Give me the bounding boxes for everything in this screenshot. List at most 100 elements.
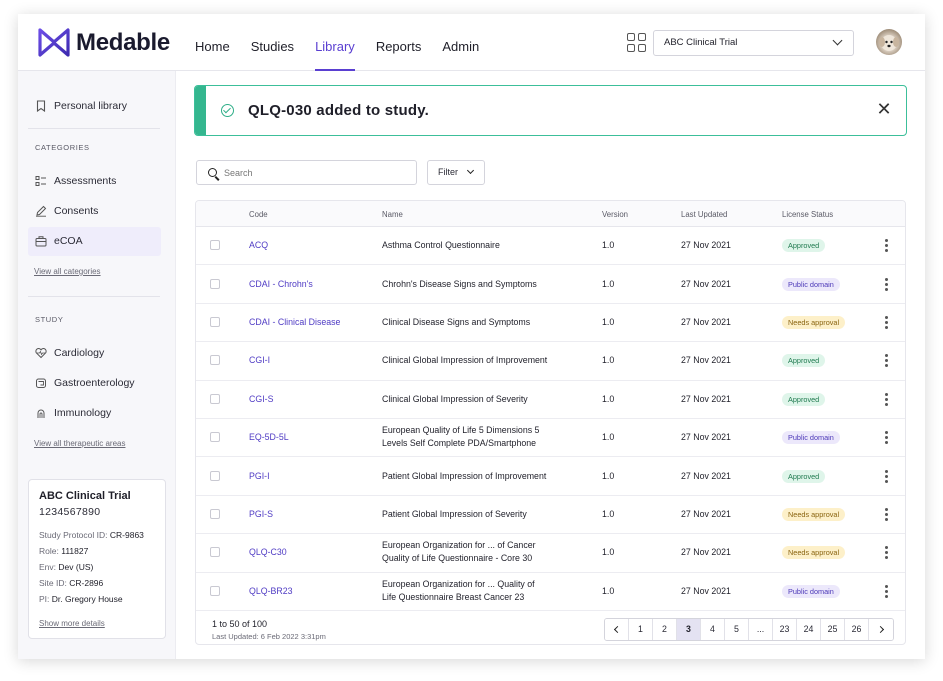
nav-home[interactable]: Home — [195, 39, 230, 54]
close-icon[interactable]: ✕ — [876, 99, 892, 119]
row-checkbox[interactable] — [210, 470, 220, 481]
row-checkbox[interactable] — [210, 547, 220, 558]
row-checkbox[interactable] — [210, 393, 220, 404]
more-options-icon[interactable] — [883, 546, 889, 560]
row-name-line: European Organization for ... of Cancer — [382, 540, 536, 551]
sidebar-item-label: Cardiology — [54, 347, 105, 359]
table-row[interactable]: CGI-S Clinical Global Impression of Sever… — [196, 381, 905, 419]
row-code-link[interactable]: QLQ-BR23 — [249, 585, 293, 596]
next-page-button[interactable] — [869, 619, 893, 640]
page-button[interactable]: 25 — [821, 619, 845, 640]
prev-page-button[interactable] — [605, 619, 629, 640]
row-code-link[interactable]: ACQ — [249, 240, 269, 251]
chevron-down-icon — [832, 35, 843, 46]
page-button[interactable]: 26 — [845, 619, 869, 640]
row-code-link[interactable]: CGI-S — [249, 393, 274, 404]
more-options-icon[interactable] — [883, 469, 889, 484]
page-button[interactable]: 2 — [653, 619, 677, 640]
main-nav: Home Studies Library Reports Admin — [195, 14, 500, 71]
view-all-categories-link[interactable]: View all categories — [34, 267, 101, 276]
header-code[interactable]: Code — [249, 210, 268, 219]
row-checkbox[interactable] — [210, 508, 220, 519]
page-button[interactable]: 24 — [797, 619, 821, 640]
status-badge: Public domain — [782, 277, 840, 291]
sidebar-item-personal-library[interactable]: Personal library — [35, 100, 127, 112]
table-row[interactable]: CDAI - Clinical Disease Clinical Disease … — [196, 304, 905, 343]
sidebar-item-ecoa[interactable]: eCOA — [35, 235, 83, 247]
header-version[interactable]: Version — [602, 210, 629, 219]
row-code-link[interactable]: CGI-I — [249, 355, 271, 366]
table-row[interactable]: PGI-I Patient Global Impression of Improv… — [196, 457, 905, 496]
table-row[interactable]: CGI-I Clinical Global Impression of Impro… — [196, 342, 905, 381]
row-last-updated: 27 Nov 2021 — [681, 585, 731, 596]
study-selector[interactable]: ABC Clinical Trial — [653, 30, 854, 56]
row-version: 1.0 — [602, 432, 615, 443]
page-button[interactable]: 4 — [701, 619, 725, 640]
toast-message: QLQ-030 added to study. — [248, 102, 430, 119]
study-selector-value: ABC Clinical Trial — [664, 37, 738, 48]
medable-logo-icon — [38, 28, 70, 57]
more-options-icon[interactable] — [883, 507, 889, 522]
row-code-link[interactable]: PGI-I — [249, 470, 270, 481]
nav-admin[interactable]: Admin — [442, 39, 480, 54]
status-badge: Needs approval — [782, 315, 846, 329]
row-name-line: Levels Self Complete PDA/Smartphone — [382, 438, 537, 449]
bookmark-icon — [36, 100, 46, 112]
more-options-icon[interactable] — [883, 392, 889, 407]
row-code-link[interactable]: QLQ-C30 — [249, 547, 287, 558]
more-options-icon[interactable] — [883, 584, 889, 599]
table-row[interactable]: CDAI - Chrohn's Chrohn's Disease Signs an… — [196, 265, 905, 304]
sidebar-item-gastroenterology[interactable]: Gastroenterology — [35, 377, 135, 389]
nav-reports[interactable]: Reports — [375, 39, 422, 54]
page-button[interactable]: 3 — [677, 619, 701, 640]
row-name-line: Life Questionnaire Breast Cancer 23 — [382, 591, 525, 602]
sidebar-item-immunology[interactable]: Immunology — [35, 407, 111, 419]
row-code-link[interactable]: CDAI - Chrohn's — [249, 278, 313, 289]
row-checkbox[interactable] — [210, 355, 220, 366]
row-checkbox[interactable] — [210, 278, 220, 289]
table-row[interactable]: QLQ-C30 European Organization for ... of … — [196, 534, 905, 573]
show-more-details-link[interactable]: Show more details — [39, 619, 105, 628]
page-ellipsis: ... — [749, 619, 773, 640]
table-row[interactable]: ACQ Asthma Control Questionnaire 1.0 27 Nov… — [196, 227, 905, 266]
nav-studies[interactable]: Studies — [250, 39, 295, 54]
row-last-updated: 27 Nov 2021 — [681, 240, 731, 251]
row-code-link[interactable]: EQ-5D-5L — [249, 432, 289, 443]
sidebar-item-consents[interactable]: Consents — [35, 205, 98, 217]
sidebar-item-cardiology[interactable]: Cardiology — [35, 347, 104, 359]
row-name: Patient Global Impression of Improvement — [382, 470, 546, 483]
app-grid-icon[interactable] — [627, 33, 647, 53]
header-last-updated[interactable]: Last Updated — [681, 210, 728, 219]
search-input[interactable] — [224, 164, 404, 182]
row-name: European Organization for ... of Cancer Q… — [382, 539, 536, 565]
filter-button[interactable]: Filter — [427, 160, 485, 185]
page-button[interactable]: 23 — [773, 619, 797, 640]
page-button[interactable]: 1 — [629, 619, 653, 640]
header-license-status[interactable]: License Status — [782, 210, 834, 219]
more-options-icon[interactable] — [883, 315, 889, 330]
row-name: Clinical Global Impression of Improvemen… — [382, 354, 547, 367]
row-code-link[interactable]: PGI-S — [249, 508, 273, 519]
table-row[interactable]: EQ-5D-5L European Quality of Life 5 Dimen… — [196, 419, 905, 458]
row-code-link[interactable]: CDAI - Clinical Disease — [249, 316, 341, 327]
row-checkbox[interactable] — [210, 432, 220, 443]
header-name[interactable]: Name — [382, 210, 403, 219]
avatar[interactable] — [876, 29, 902, 55]
table-row[interactable]: QLQ-BR23 European Organization for ... Qu… — [196, 573, 905, 611]
table-row[interactable]: PGI-S Patient Global Impression of Severi… — [196, 496, 905, 535]
more-options-icon[interactable] — [883, 239, 889, 253]
row-last-updated: 27 Nov 2021 — [681, 508, 731, 519]
more-options-icon[interactable] — [883, 431, 889, 445]
view-all-areas-link[interactable]: View all therapeutic areas — [34, 439, 126, 448]
sidebar-item-assessments[interactable]: Assessments — [35, 175, 116, 187]
logo[interactable]: Medable — [38, 27, 170, 58]
nav-library[interactable]: Library — [315, 14, 355, 71]
page-button[interactable]: 5 — [725, 619, 749, 640]
row-checkbox[interactable] — [210, 240, 220, 251]
more-options-icon[interactable] — [883, 354, 889, 368]
card-title: ABC Clinical Trial — [39, 490, 131, 502]
filter-label: Filter — [438, 167, 458, 177]
row-checkbox[interactable] — [210, 585, 220, 596]
more-options-icon[interactable] — [883, 277, 889, 292]
row-checkbox[interactable] — [210, 316, 220, 327]
